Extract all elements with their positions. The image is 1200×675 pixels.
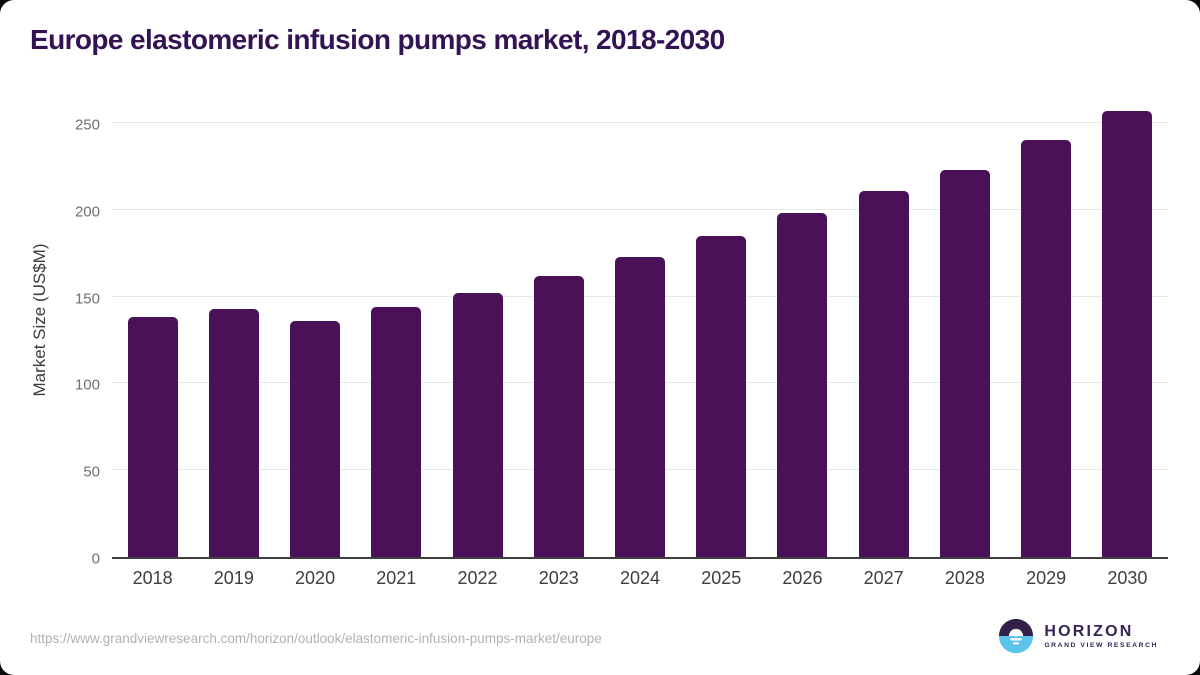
y-tick-label-150: 150 bbox=[74, 290, 100, 308]
bar-2021 bbox=[371, 307, 422, 557]
bar-2020 bbox=[290, 320, 341, 557]
bar-2027 bbox=[858, 190, 909, 557]
x-axis-label-2028: 2028 bbox=[944, 568, 985, 588]
gridline-250 bbox=[112, 122, 1168, 123]
x-axis-label-2030: 2030 bbox=[1107, 568, 1148, 588]
x-axis-label-2026: 2026 bbox=[782, 568, 823, 588]
x-axis-label-2029: 2029 bbox=[1026, 568, 1067, 588]
plot-area bbox=[112, 97, 1168, 559]
x-axis-label-2024: 2024 bbox=[619, 568, 660, 588]
y-axis-title: Market Size (US$M) bbox=[30, 243, 49, 397]
bar-2026 bbox=[777, 213, 828, 557]
x-axis-label-2022: 2022 bbox=[457, 568, 498, 588]
y-tick-label-200: 200 bbox=[74, 203, 100, 221]
bar-2023 bbox=[533, 275, 584, 557]
logo-text-block: HORIZON GRAND VIEW RESEARCH bbox=[1044, 623, 1158, 650]
gridline-200 bbox=[112, 208, 1168, 210]
y-tick-label-0: 0 bbox=[91, 550, 100, 568]
x-axis-label-2025: 2025 bbox=[701, 568, 742, 588]
bar-2029 bbox=[1021, 140, 1072, 557]
bar-2028 bbox=[939, 169, 990, 557]
x-axis-label-2019: 2019 bbox=[213, 568, 254, 588]
bar-2024 bbox=[615, 256, 665, 557]
y-tick-label-50: 50 bbox=[83, 463, 100, 481]
bar-2030 bbox=[1102, 110, 1153, 557]
x-axis-label-2027: 2027 bbox=[863, 568, 904, 588]
bar-2018 bbox=[127, 317, 178, 557]
bar-2019 bbox=[208, 308, 259, 557]
bar-2025 bbox=[696, 235, 747, 557]
horizon-logo[interactable]: HORIZON GRAND VIEW RESEARCH bbox=[997, 617, 1158, 655]
x-axis-label-2018: 2018 bbox=[132, 568, 173, 588]
logo-subtitle: GRAND VIEW RESEARCH bbox=[1044, 642, 1158, 650]
x-axis-label-2020: 2020 bbox=[295, 568, 336, 588]
horizon-sun-icon bbox=[999, 618, 1034, 654]
x-axis-label-2021: 2021 bbox=[376, 568, 417, 588]
chart-title: Europe elastomeric infusion pumps market… bbox=[30, 24, 725, 55]
logo-wordmark: HORIZON bbox=[1044, 622, 1134, 640]
bar-2022 bbox=[452, 293, 503, 557]
y-tick-label-100: 100 bbox=[74, 376, 100, 394]
source-url-link[interactable]: https://www.grandviewresearch.com/horizo… bbox=[30, 631, 602, 646]
x-axis-label-2023: 2023 bbox=[538, 568, 579, 588]
y-tick-label-250: 250 bbox=[74, 116, 100, 134]
